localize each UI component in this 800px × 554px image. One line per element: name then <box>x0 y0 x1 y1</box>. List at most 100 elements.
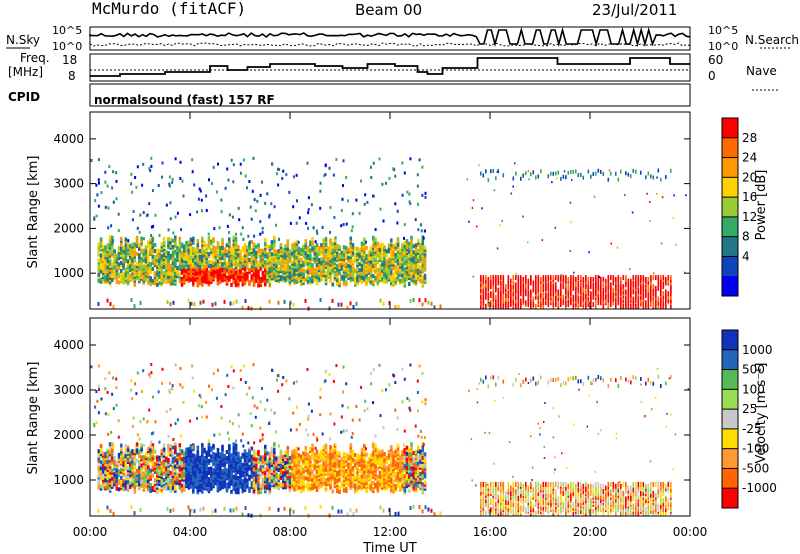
range-gate-cell <box>241 272 245 277</box>
range-gate-cell <box>171 486 175 490</box>
range-gate-cell <box>178 473 182 478</box>
range-gate-cell <box>610 300 612 306</box>
range-gate-cell <box>345 270 348 275</box>
range-gate-cell <box>655 303 657 309</box>
range-gate-cell <box>259 485 263 490</box>
range-gate-cell <box>379 298 382 303</box>
range-gate-cell <box>201 465 204 470</box>
range-gate-cell <box>354 246 357 251</box>
range-gate-cell <box>582 282 585 288</box>
range-gate-cell <box>577 173 580 178</box>
range-gate-cell <box>319 189 322 193</box>
range-gate-cell <box>419 245 422 249</box>
range-gate-cell <box>295 466 299 471</box>
range-gate-cell <box>169 253 173 258</box>
range-gate-cell <box>250 248 254 252</box>
range-gate-cell <box>302 262 305 267</box>
range-gate-cell <box>550 275 552 281</box>
range-gate-cell <box>590 291 592 297</box>
range-gate-cell <box>277 476 281 481</box>
range-gate-cell <box>212 468 215 473</box>
range-gate-cell <box>662 275 665 281</box>
range-gate-cell <box>673 194 675 197</box>
range-gate-cell <box>187 457 191 462</box>
range-gate-cell <box>156 276 159 281</box>
range-gate-cell <box>273 205 276 209</box>
range-gate-cell <box>320 257 323 262</box>
range-gate-cell <box>212 275 215 280</box>
range-gate-cell <box>345 262 348 267</box>
range-gate-cell <box>140 481 143 486</box>
range-gate-cell <box>351 225 354 229</box>
range-gate-cell <box>151 266 155 271</box>
range-gate-cell <box>289 221 292 225</box>
range-gate-cell <box>117 280 121 285</box>
range-gate-cell <box>410 249 413 254</box>
range-gate-cell <box>311 443 314 448</box>
range-gate-cell <box>228 476 231 481</box>
range-gate-cell <box>329 248 332 253</box>
range-gate-cell <box>410 239 413 244</box>
range-gate-cell <box>552 291 555 297</box>
range-gate-cell <box>151 461 155 466</box>
range-gate-cell <box>535 285 537 291</box>
y-tick-label: 1000 <box>53 266 84 280</box>
range-gate-cell <box>517 282 520 288</box>
range-gate-cell <box>106 249 110 254</box>
range-gate-cell <box>189 444 193 449</box>
range-gate-cell <box>277 183 280 187</box>
range-gate-cell <box>229 301 232 306</box>
range-gate-cell <box>232 274 236 278</box>
nsky-label: N.Sky <box>6 33 40 47</box>
range-gate-cell <box>612 294 615 300</box>
range-gate-cell <box>372 161 375 165</box>
range-gate-cell <box>421 279 425 284</box>
range-gate-cell <box>259 193 262 197</box>
range-gate-cell <box>324 173 327 177</box>
range-gate-cell <box>313 478 317 483</box>
range-gate-cell <box>423 265 427 270</box>
range-gate-cell <box>207 477 211 482</box>
range-gate-cell <box>530 289 532 295</box>
range-gate-cell <box>365 240 367 244</box>
range-gate-cell <box>234 281 238 286</box>
range-gate-cell <box>338 279 341 284</box>
range-gate-cell <box>108 243 112 248</box>
range-gate-cell <box>210 446 213 451</box>
range-gate-cell <box>237 275 240 280</box>
range-gate-cell <box>243 459 247 464</box>
range-gate-cell <box>552 282 555 288</box>
range-gate-cell <box>329 254 332 259</box>
range-gate-cell <box>593 195 596 198</box>
range-gate-cell <box>237 480 240 485</box>
range-gate-cell <box>218 226 221 230</box>
range-gate-cell <box>315 476 319 480</box>
range-gate-cell <box>562 275 565 281</box>
range-gate-cell <box>108 165 111 168</box>
range-gate-cell <box>158 253 161 258</box>
range-gate-cell <box>535 303 537 309</box>
range-gate-cell <box>243 475 247 480</box>
range-gate-cell <box>205 479 209 483</box>
range-gate-cell <box>165 472 168 477</box>
range-gate-cell <box>102 463 105 468</box>
range-gate-cell <box>288 480 292 485</box>
range-gate-cell <box>189 454 193 459</box>
range-gate-cell <box>569 201 572 204</box>
range-gate-cell <box>381 272 384 277</box>
range-gate-cell <box>266 477 269 482</box>
range-gate-cell <box>372 266 375 271</box>
range-gate-cell <box>106 259 110 264</box>
range-gate-cell <box>369 252 373 257</box>
range-gate-cell <box>360 241 364 246</box>
range-gate-cell <box>214 301 217 306</box>
range-gate-cell <box>468 220 470 223</box>
range-gate-cell <box>167 271 170 276</box>
range-gate-cell <box>309 487 312 492</box>
range-gate-cell <box>595 171 597 176</box>
range-gate-cell <box>572 294 575 300</box>
range-gate-cell <box>243 467 247 472</box>
range-gate-cell <box>225 468 229 473</box>
range-gate-cell <box>572 169 575 174</box>
range-gate-cell <box>270 268 274 273</box>
